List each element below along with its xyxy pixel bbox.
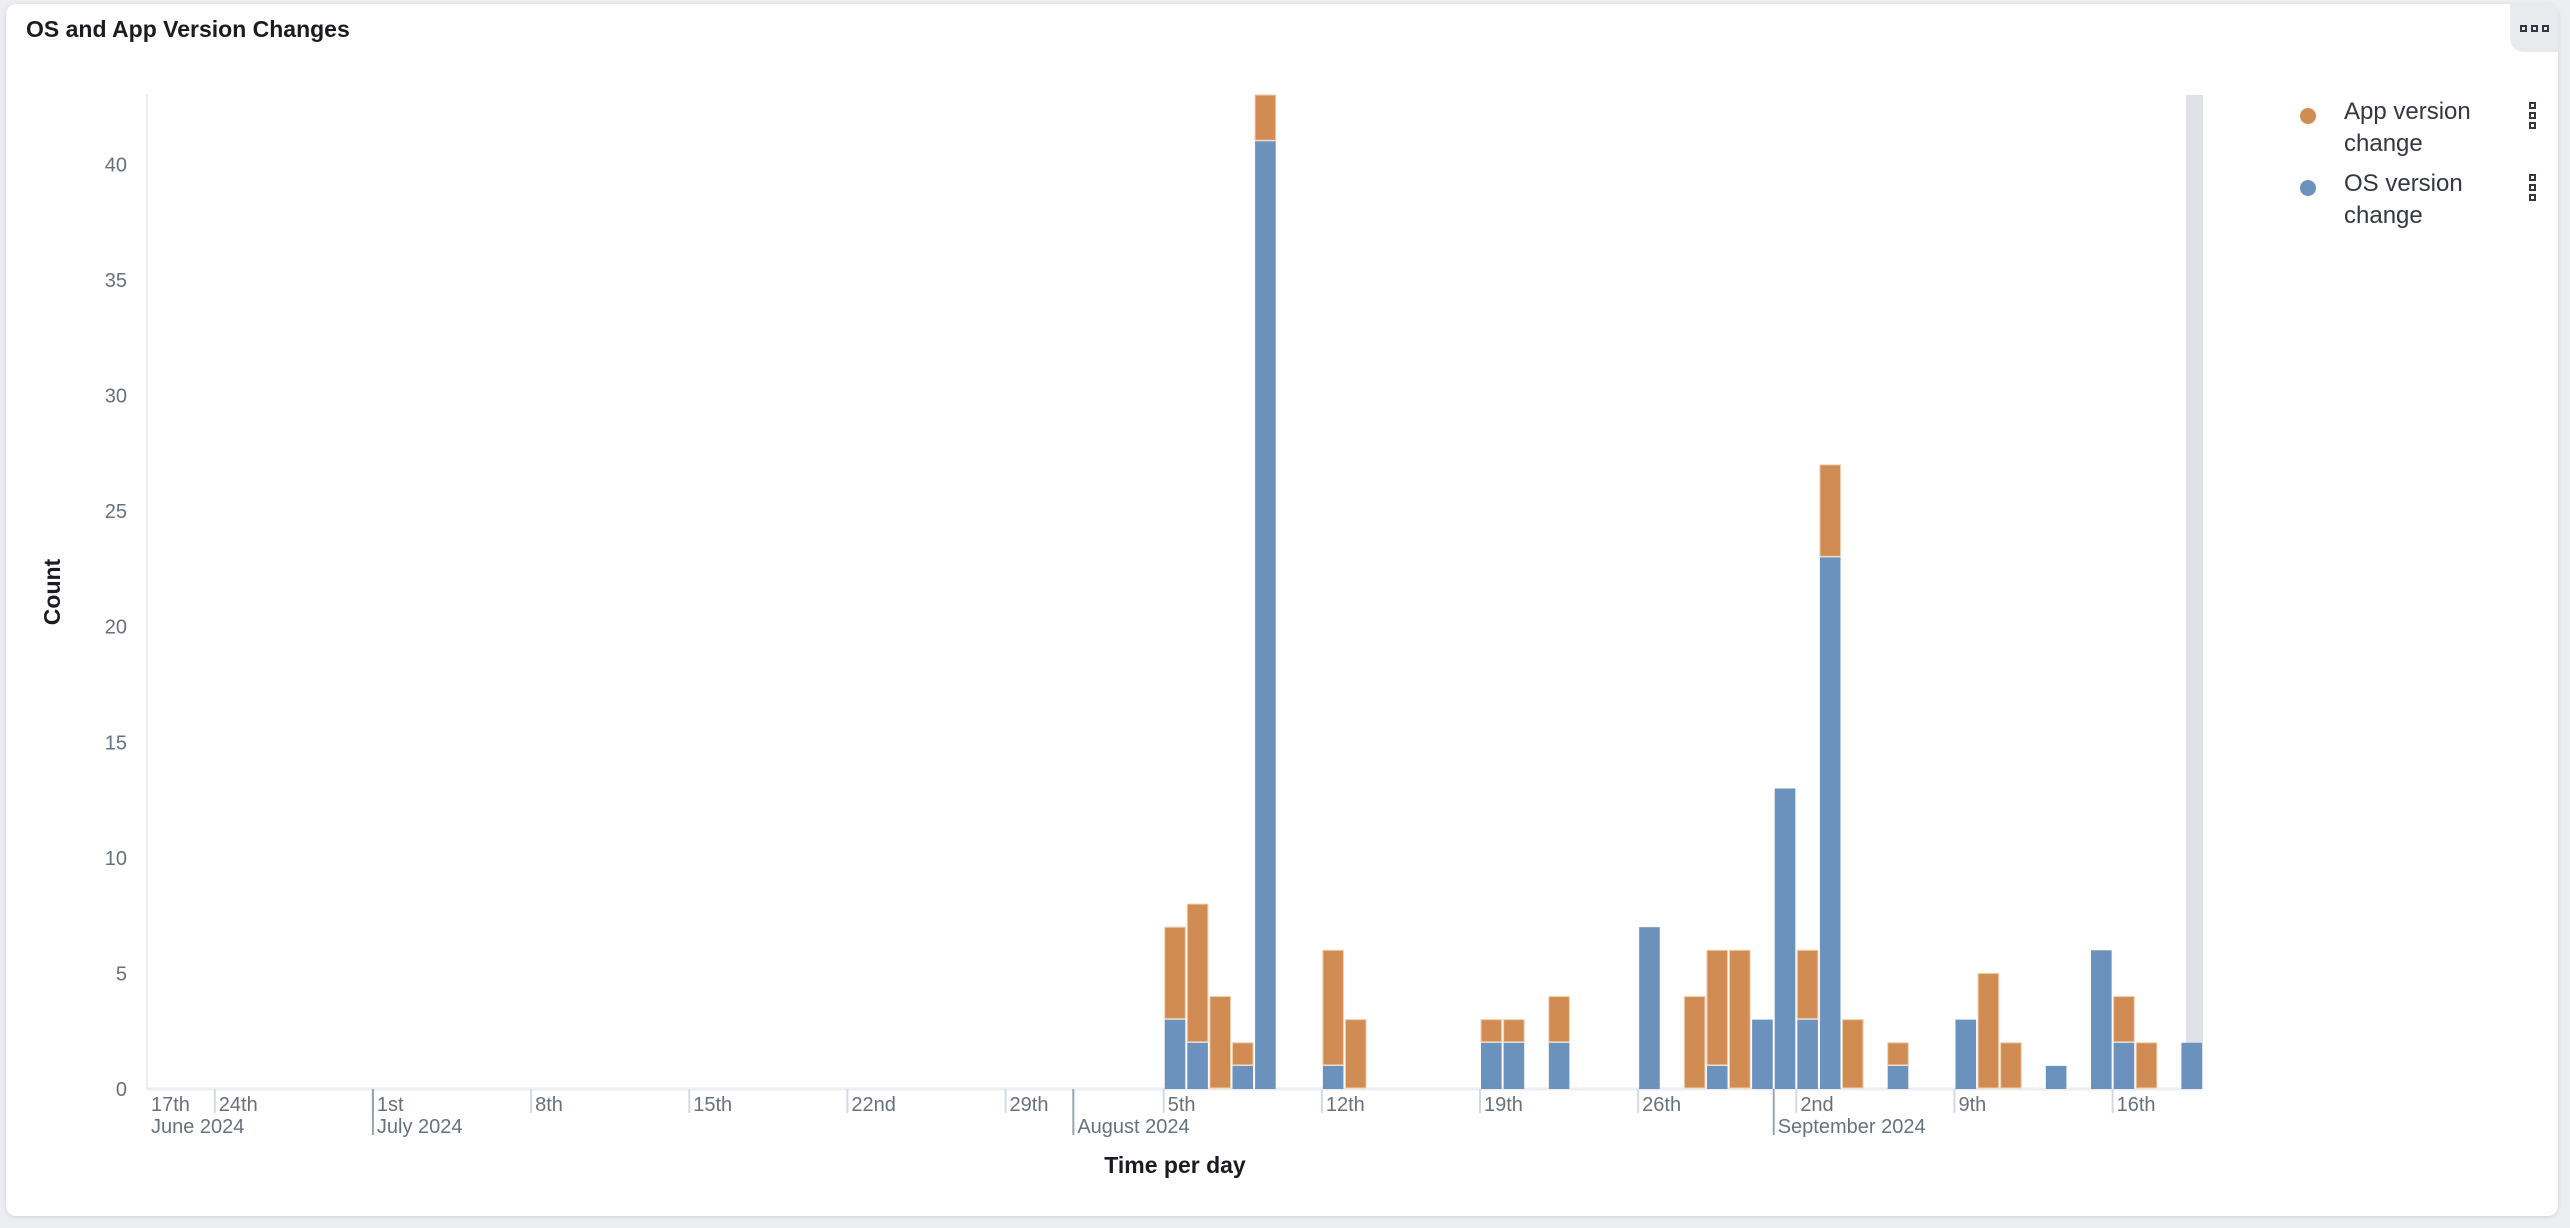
y-tick-label: 20 (105, 617, 127, 639)
x-tick-label: 29th (1010, 1094, 1049, 1116)
bar-app-version-change (1186, 903, 1209, 1043)
bar-app-version-change (2000, 1042, 2022, 1089)
bar-os-version-change (1255, 141, 1276, 1090)
bar-os-version-change (1706, 1065, 1728, 1089)
bar-os-version-change (1503, 1042, 1525, 1089)
month-label: July 2024 (377, 1116, 463, 1138)
bar-app-version-change (1254, 94, 1277, 141)
bar-app-version-change (1683, 996, 1706, 1089)
x-tick-label: 8th (535, 1094, 563, 1116)
x-tick-label: 12th (1326, 1094, 1365, 1116)
bar-app-version-change (1548, 996, 1570, 1043)
month-label: June 2024 (151, 1116, 244, 1138)
x-tick-label: 26th (1642, 1094, 1681, 1116)
bar-os-version-change (2091, 950, 2112, 1089)
bar-os-version-change (1481, 1042, 1502, 1089)
bar-app-version-change (2113, 996, 2135, 1043)
bar-os-version-change (1164, 1019, 1186, 1089)
panel-options-button[interactable] (2510, 4, 2558, 52)
y-tick-label: 35 (105, 270, 127, 292)
bar-os-version-change (1752, 1019, 1773, 1089)
bar-app-version-change (1231, 1042, 1254, 1066)
bar-os-version-change (2045, 1065, 2067, 1089)
hover-highlight (2186, 95, 2203, 1089)
bar-app-version-change (1164, 926, 1186, 1020)
x-tick-label: 22nd (851, 1094, 896, 1116)
bar-os-version-change (1187, 1042, 1208, 1089)
y-axis-title: Count (39, 558, 65, 625)
y-tick-label: 30 (105, 386, 127, 408)
month-label: August 2024 (1077, 1116, 1189, 1138)
x-tick-label: 9th (1958, 1094, 1986, 1116)
legend-actions-icon[interactable] (2529, 174, 2536, 201)
bar-os-version-change (2113, 1042, 2135, 1089)
panel-title: OS and App Version Changes (26, 16, 350, 42)
bar-app-version-change (1977, 972, 2000, 1089)
bar-app-version-change (1322, 949, 1344, 1066)
bar-os-version-change (2181, 1042, 2202, 1089)
bar-os-version-change (1232, 1065, 1254, 1089)
x-tick-label: 1st (377, 1094, 404, 1116)
legend-label: OS version change (2344, 170, 2463, 229)
x-tick-label: 5th (1168, 1094, 1196, 1116)
x-tick-label: 15th (693, 1094, 732, 1116)
legend-label: App version change (2344, 98, 2471, 157)
y-tick-label: 25 (105, 501, 127, 523)
bar-os-version-change (1887, 1065, 1909, 1089)
bar-os-version-change (1639, 927, 1660, 1089)
x-tick-label: 16th (2117, 1094, 2156, 1116)
x-tick-label: 2nd (1800, 1094, 1833, 1116)
y-tick-label: 5 (116, 963, 127, 985)
legend-actions-icon[interactable] (2529, 102, 2536, 129)
dot-icon (2541, 24, 2549, 32)
bar-os-version-change (1955, 1019, 1977, 1089)
bar-os-version-change (1819, 557, 1841, 1089)
dot-icon (2519, 24, 2527, 32)
x-tick-label: 19th (1484, 1094, 1523, 1116)
bar-os-version-change (1548, 1042, 1570, 1089)
bar-app-version-change (1842, 1019, 1864, 1089)
bar-app-version-change (1503, 1019, 1525, 1043)
month-label: September 2024 (1778, 1116, 1926, 1138)
x-axis-title: Time per day (1104, 1152, 1246, 1178)
y-tick-label: 10 (105, 848, 127, 870)
y-tick-label: 40 (105, 154, 127, 176)
bar-app-version-change (1209, 996, 1231, 1089)
legend-dot-icon (2300, 108, 2316, 124)
legend-item-app[interactable]: App version change (2296, 96, 2546, 168)
legend: App version change OS version change (2296, 96, 2546, 240)
legend-item-os[interactable]: OS version change (2296, 168, 2546, 240)
y-tick-label: 15 (105, 732, 127, 754)
bar-app-version-change (1480, 1019, 1503, 1043)
bar-app-version-change (1819, 464, 1842, 557)
bar-app-version-change (1796, 949, 1819, 1020)
bar-os-version-change (1322, 1065, 1344, 1089)
bar-app-version-change (1706, 949, 1729, 1066)
bar-app-version-change (2135, 1042, 2158, 1089)
dot-icon (2530, 24, 2538, 32)
x-tick-label: 17th (151, 1094, 190, 1116)
bar-os-version-change (1774, 788, 1796, 1089)
legend-dot-icon (2300, 180, 2316, 196)
bar-app-version-change (1344, 1019, 1367, 1089)
bar-os-version-change (1797, 1019, 1818, 1089)
x-tick-label: 24th (219, 1094, 258, 1116)
y-tick-label: 0 (116, 1079, 127, 1101)
bar-app-version-change (1729, 949, 1751, 1089)
bar-app-version-change (1887, 1042, 1909, 1066)
